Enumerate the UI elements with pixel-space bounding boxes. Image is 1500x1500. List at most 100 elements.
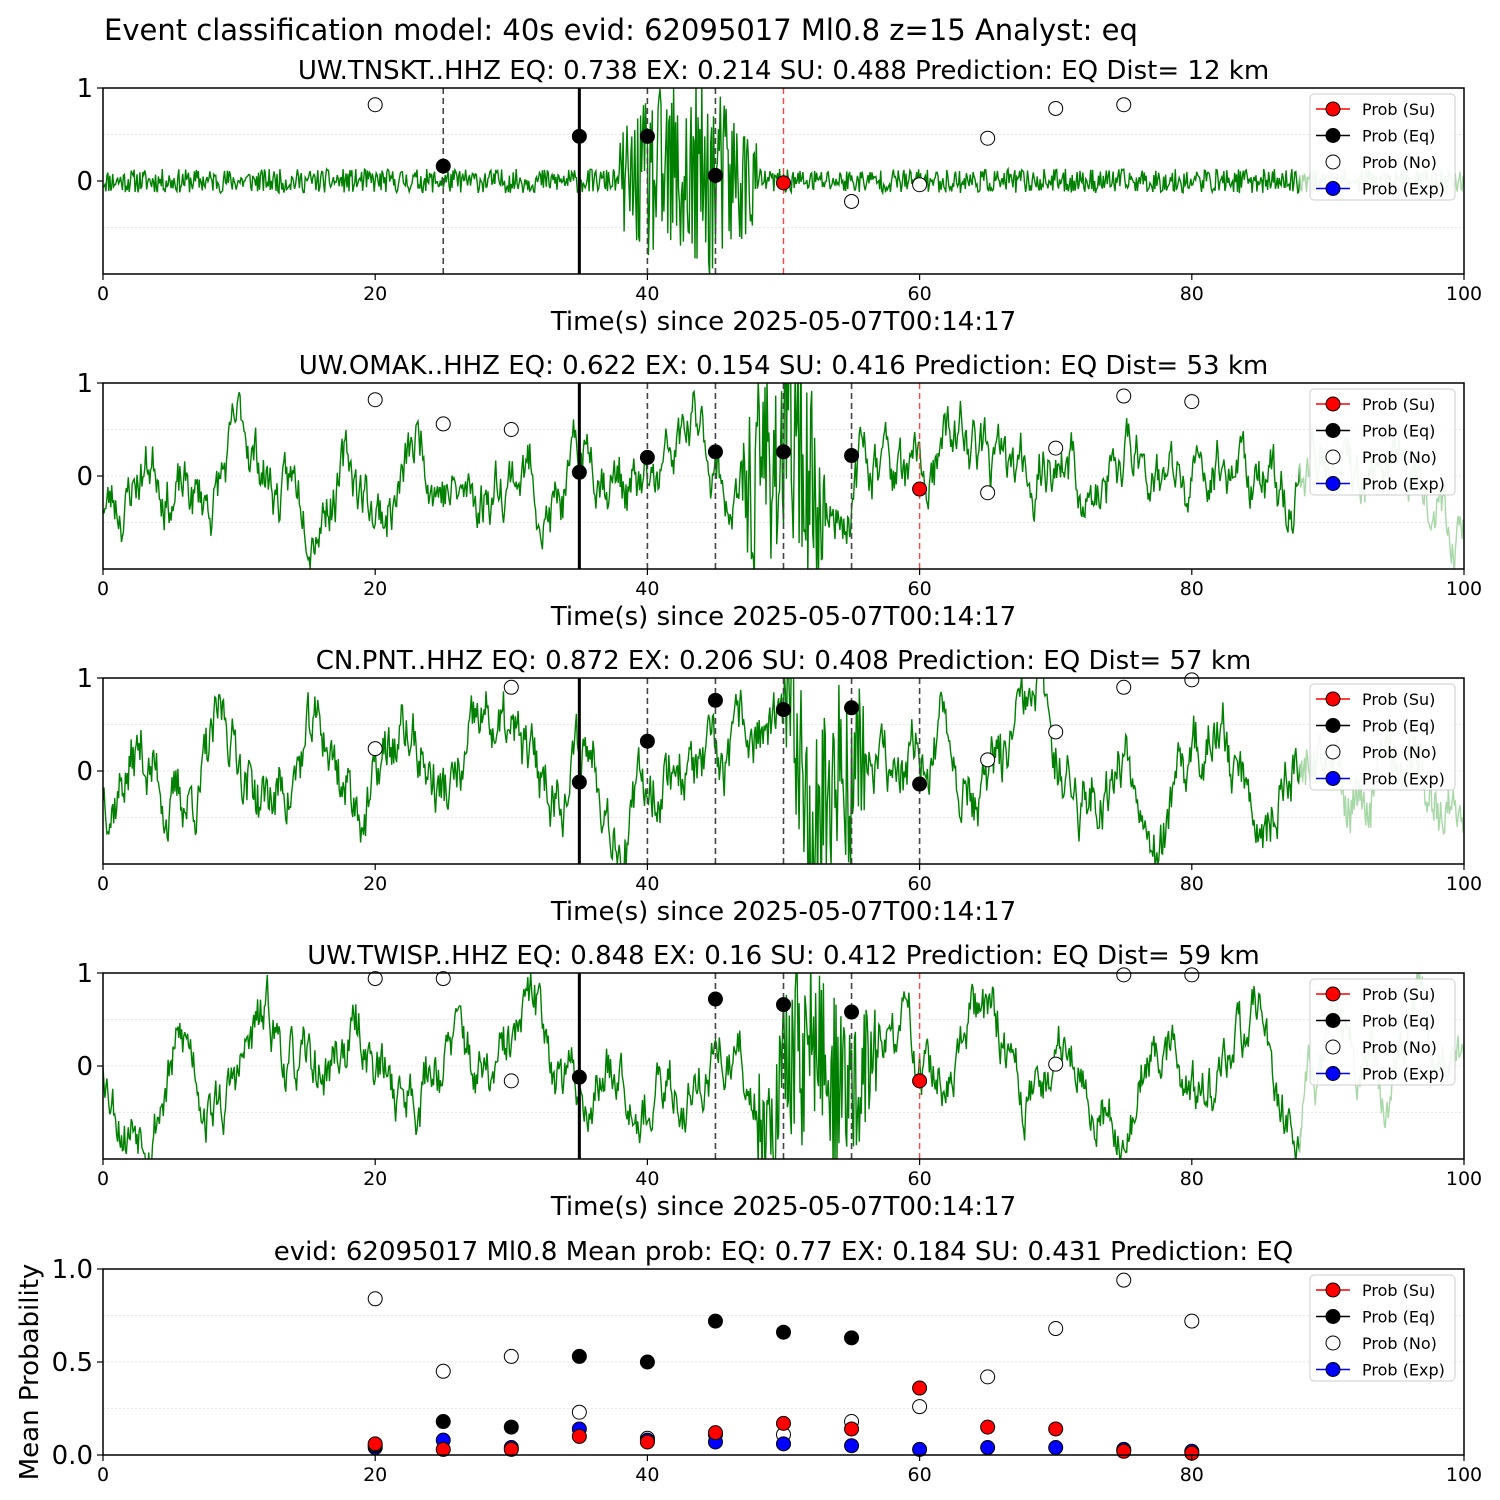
marker-su	[844, 1421, 860, 1437]
marker-eq	[571, 1069, 587, 1085]
panel-title: evid: 62095017 Ml0.8 Mean prob: EQ: 0.77…	[274, 1237, 1294, 1267]
marker-su	[571, 1428, 587, 1444]
legend-marker	[1325, 396, 1341, 412]
marker-eq	[571, 128, 587, 144]
marker-no	[980, 752, 996, 768]
x-tick-label: 100	[1446, 1168, 1482, 1190]
marker-no	[844, 193, 860, 209]
legend-label: Prob (Eq)	[1362, 1308, 1435, 1327]
marker-no	[367, 971, 383, 987]
y-tick-label: 0.0	[52, 1441, 93, 1471]
legend-label: Prob (Eq)	[1362, 1012, 1435, 1031]
legend-marker	[1325, 691, 1341, 707]
marker-eq	[844, 1004, 860, 1020]
marker-no	[435, 416, 451, 432]
legend-marker	[1325, 1039, 1341, 1055]
marker-eq	[776, 997, 791, 1013]
marker-eq	[707, 444, 723, 460]
x-tick-label: 20	[363, 1168, 387, 1190]
legend-box	[1309, 1274, 1456, 1382]
legend-label: Prob (No)	[1362, 448, 1437, 467]
panels: UW.TNSKT..HHZ EQ: 0.738 EX: 0.214 SU: 0.…	[15, 56, 1482, 1486]
legend-label: Prob (Eq)	[1362, 422, 1435, 441]
legend-marker	[1325, 154, 1341, 170]
marker-no	[912, 177, 928, 193]
marker-su	[912, 1073, 928, 1089]
marker-eq	[571, 1348, 587, 1364]
x-tick-label: 60	[908, 578, 932, 600]
x-tick-label: 40	[635, 1168, 659, 1190]
marker-eq	[639, 449, 655, 465]
marker-no	[503, 1073, 519, 1089]
legend-marker	[1325, 423, 1341, 438]
marker-no	[503, 1348, 519, 1364]
marker-su	[503, 1441, 519, 1457]
x-tick-label: 100	[1446, 1464, 1482, 1486]
legend-marker	[1325, 476, 1341, 491]
legend-marker	[1325, 101, 1341, 117]
marker-no	[367, 1291, 383, 1307]
marker-eq	[776, 1324, 791, 1340]
marker-no	[980, 130, 996, 146]
x-tick-label: 60	[908, 1464, 932, 1486]
marker-su	[367, 1436, 383, 1452]
legend-label: Prob (Exp)	[1362, 1361, 1445, 1380]
legend-marker	[1325, 181, 1341, 196]
marker-no	[1048, 100, 1064, 116]
legend-label: Prob (Exp)	[1362, 770, 1445, 789]
legend-box	[1309, 388, 1456, 496]
figure-suptitle: Event classification model: 40s evid: 62…	[104, 13, 1138, 47]
marker-eq	[435, 1414, 451, 1430]
marker-su	[1048, 1421, 1064, 1437]
legend: Prob (Su) Prob (Eq) Prob (No) Prob (Exp)	[1309, 978, 1456, 1086]
legend-label: Prob (Su)	[1362, 395, 1435, 414]
marker-no	[1048, 1056, 1064, 1072]
marker-no	[1116, 388, 1132, 404]
y-tick-label: 0	[76, 757, 93, 787]
plot-area	[103, 383, 1464, 569]
x-tick-label: 60	[908, 283, 932, 305]
x-tick-label: 100	[1446, 578, 1482, 600]
marker-no	[980, 1369, 996, 1385]
marker-eq	[571, 774, 587, 790]
legend-marker	[1325, 128, 1341, 143]
marker-no	[571, 1404, 587, 1420]
marker-eq	[844, 1330, 860, 1346]
y-tick-label: 1	[76, 74, 93, 104]
legend-label: Prob (Exp)	[1362, 475, 1445, 494]
marker-eq	[639, 128, 655, 144]
y-tick-label: 0	[76, 1052, 93, 1082]
x-tick-label: 60	[908, 873, 932, 895]
marker-no	[1048, 724, 1064, 740]
legend-label: Prob (Eq)	[1362, 717, 1435, 736]
x-tick-label: 80	[1180, 1168, 1204, 1190]
legend-label: Prob (Exp)	[1362, 1065, 1445, 1084]
x-tick-label: 20	[363, 283, 387, 305]
x-axis-label: Time(s) since 2025-05-07T00:14:17	[550, 307, 1016, 337]
marker-no	[367, 392, 383, 408]
marker-no	[1184, 967, 1200, 983]
marker-no	[1116, 97, 1132, 113]
legend-label: Prob (No)	[1362, 743, 1437, 762]
y-tick-label: 0.5	[52, 1348, 93, 1378]
legend-label: Prob (Su)	[1362, 690, 1435, 709]
marker-no	[912, 1399, 928, 1415]
waveform-trace	[103, 973, 1303, 1159]
marker-no	[1116, 1272, 1132, 1288]
marker-eq	[435, 158, 451, 174]
marker-eq	[844, 700, 860, 716]
waveform-trace	[103, 88, 1303, 274]
legend-marker	[1325, 1335, 1341, 1351]
y-axis-label: Mean Probability	[15, 1264, 45, 1481]
x-tick-label: 0	[97, 873, 109, 895]
x-tick-label: 100	[1446, 283, 1482, 305]
marker-no	[1116, 967, 1132, 983]
legend: Prob (Su) Prob (Eq) Prob (No) Prob (Exp)	[1309, 683, 1456, 791]
waveform-trace	[103, 383, 1303, 569]
marker-su	[776, 175, 791, 191]
marker-no	[980, 485, 996, 501]
panel-2: UW.OMAK..HHZ EQ: 0.622 EX: 0.154 SU: 0.4…	[76, 351, 1482, 632]
legend-marker	[1325, 771, 1341, 786]
